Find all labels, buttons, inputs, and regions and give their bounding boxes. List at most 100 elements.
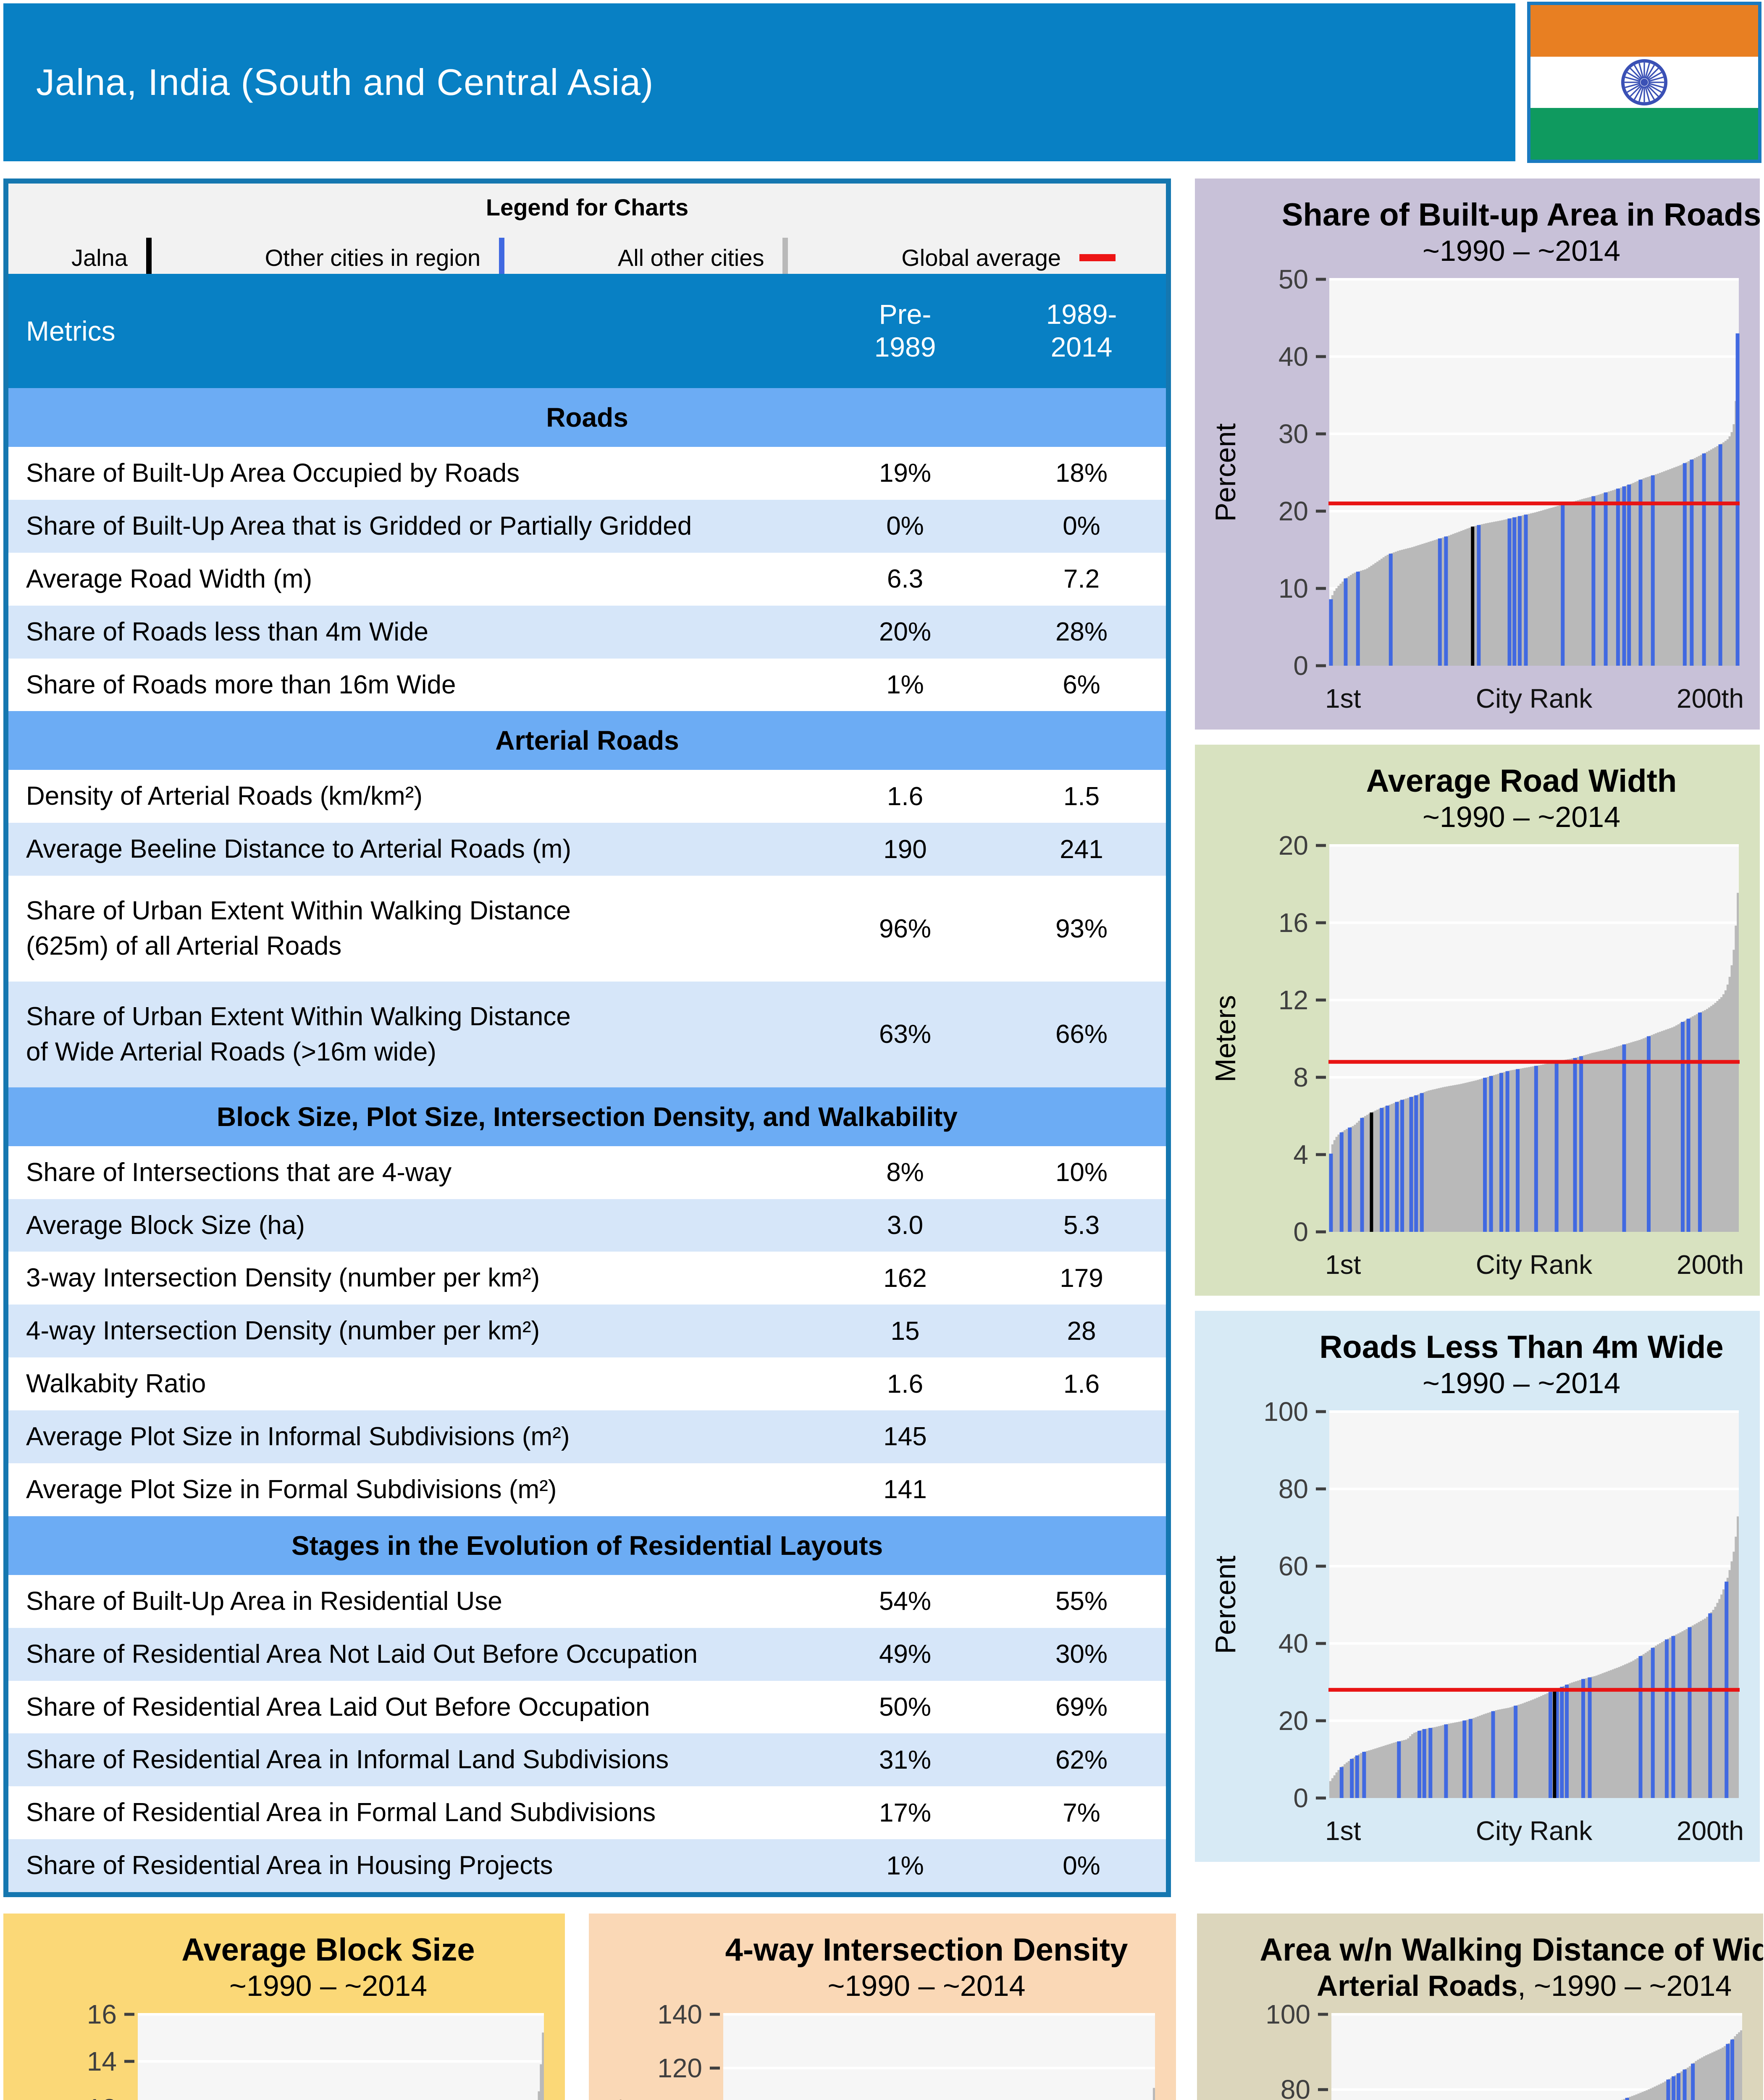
x-axis-label-left: 1st <box>1325 1250 1361 1280</box>
x-axis-label-right: 200th <box>1677 1250 1744 1280</box>
row-value-pre-1989: 17% <box>879 1798 932 1827</box>
table-row: Share of Residential Area Laid Out Befor… <box>8 1680 1166 1734</box>
y-tick-label: 8 <box>1293 1062 1308 1092</box>
chart-title: Share of Built-up Area in Roads <box>1282 197 1760 233</box>
legend-items: Jalna Other cities in region All other cit… <box>8 221 1166 277</box>
chart-title: Average Block Size <box>181 1932 475 1968</box>
table-row: Average Plot Size in Formal Subdivisions… <box>8 1463 1166 1516</box>
row-label: 4-way Intersection Density (number per k… <box>26 1316 540 1346</box>
ashoka-chakra-icon <box>1620 58 1669 107</box>
row-value-pre-1989: 63% <box>879 1020 932 1049</box>
row-value-1989-2014: 62% <box>1055 1745 1108 1774</box>
y-tick-label: 20 <box>1278 496 1308 526</box>
table-row: Share of Urban Extent Within Walking Dis… <box>8 876 1166 982</box>
chart-svg: Roads Less Than 4m Wide~1990 – ~2014 0 20 4… <box>1210 1329 1744 1846</box>
chart-subtitle: Arterial Roads, ~1990 – ~2014 <box>1317 1969 1732 2002</box>
x-axis-label-right: 200th <box>1677 1816 1744 1846</box>
y-tick-label: 14 <box>87 2046 117 2076</box>
metrics-panel: Legend for Charts Jalna Other cities in r… <box>3 178 1171 1897</box>
table-row: Average Road Width (m) 6.3 7.2 <box>8 552 1166 606</box>
y-tick-label: 80 <box>1281 2074 1310 2100</box>
distribution-area <box>1152 2088 1155 2100</box>
legend-item-label: Jalna <box>71 244 128 271</box>
legend-city-bar-icon <box>146 238 152 277</box>
y-tick-label: 4 <box>1293 1139 1308 1170</box>
x-axis-label-center: City Rank <box>1476 1816 1593 1846</box>
flag-saffron-band <box>1530 5 1758 57</box>
row-value-pre-1989: 31% <box>879 1745 932 1774</box>
right-chart-column: Share of Built-up Area in Roads ~1990 – ~… <box>1195 178 1760 1862</box>
row-value-pre-1989: 20% <box>879 617 932 647</box>
row-value-1989-2014: 28 <box>1067 1316 1096 1346</box>
chart-svg: 4-way Intersection Density~1990 – ~20140… <box>604 1932 1155 2100</box>
chart-subtitle: ~1990 – ~2014 <box>229 1969 427 2002</box>
row-value-1989-2014: 7% <box>1063 1798 1100 1827</box>
table-row: Share of Roads less than 4m Wide 20% 28% <box>8 605 1166 659</box>
row-label: Share of Residential Area in Formal Land… <box>26 1798 656 1827</box>
row-label: Share of Residential Area in Housing Pro… <box>26 1851 553 1880</box>
row-value-pre-1989: 19% <box>879 459 932 488</box>
chart-panel-average-road-width: Average Road Width ~1990 – ~2014 0 4 8 12 16 20… <box>1195 745 1760 1296</box>
row-label: Share of Built-Up Area Occupied by Roads <box>26 459 520 488</box>
y-tick-label: 16 <box>87 1999 117 2029</box>
row-label: 3-way Intersection Density (number per k… <box>26 1263 540 1293</box>
y-axis-label: Percent <box>1210 423 1242 522</box>
row-value-pre-1989: 15 <box>890 1316 920 1346</box>
chart-svg: Area w/n Walking Distance of WideArteria… <box>1260 1932 1763 2100</box>
table-row: Share of Roads more than 16m Wide 1% 6% <box>8 658 1166 711</box>
row-value-pre-1989: 50% <box>879 1692 932 1722</box>
row-value-pre-1989: 96% <box>879 914 932 943</box>
chart-panel-roads-less-than-4m-wide: Roads Less Than 4m Wide ~1990 – ~2014 0 20 4… <box>1195 1311 1760 1862</box>
legend-global-average-line-icon <box>1079 254 1116 261</box>
chart-title: Area w/n Walking Distance of Wide <box>1260 1932 1763 1968</box>
row-value-1989-2014: 55% <box>1055 1587 1108 1616</box>
legend-item-global-average: Global average <box>901 244 1116 271</box>
row-value-pre-1989: 3.0 <box>887 1210 924 1240</box>
row-value-1989-2014: 93% <box>1055 914 1108 943</box>
distribution-area <box>1621 2030 1742 2100</box>
row-value-1989-2014: 5.3 <box>1063 1210 1100 1240</box>
header-bar: Jalna, India (South and Central Asia) <box>3 3 1515 161</box>
flag-white-band <box>1530 56 1758 108</box>
row-value-1989-2014: 69% <box>1055 1692 1108 1722</box>
row-label: Share of Roads less than 4m Wide <box>26 617 429 646</box>
legend-box: Legend for Charts Jalna Other cities in r… <box>8 184 1166 277</box>
bottom-chart-row: Average Block Size~1990 – ~2014024681012… <box>3 1914 1763 2100</box>
table-row: Average Beeline Distance to Arterial Roa… <box>8 823 1166 876</box>
distribution-area <box>1329 361 1739 666</box>
y-tick-label: 0 <box>1293 1217 1308 1247</box>
table-row: Share of Built-Up Area that is Gridded o… <box>8 499 1166 553</box>
row-label: Share of Built-Up Area in Residential Us… <box>26 1586 502 1616</box>
chart-subtitle: ~1990 – ~2014 <box>1423 234 1620 267</box>
y-axis-label: Meters <box>1210 995 1242 1082</box>
chart-svg: Average Road Width~1990 – ~2014 0 4 8 12 16 20… <box>1210 763 1744 1280</box>
table-row: Share of Residential Area Not Laid Out B… <box>8 1628 1166 1681</box>
section-header: Arterial Roads <box>8 711 1166 770</box>
row-value-pre-1989: 1% <box>886 670 924 699</box>
chart-svg: Average Block Size~1990 – ~2014024681012… <box>87 1932 544 2100</box>
row-value-1989-2014: 179 <box>1060 1263 1103 1293</box>
distribution-area <box>1329 1516 1739 1798</box>
y-tick-label: 0 <box>1293 651 1308 681</box>
distribution-area <box>538 2032 544 2100</box>
y-tick-label: 60 <box>1278 1551 1308 1581</box>
y-tick-label: 120 <box>657 2053 702 2083</box>
row-label: Density of Arterial Roads (km/km²) <box>26 782 423 811</box>
row-value-pre-1989: 6.3 <box>887 564 924 594</box>
row-value-1989-2014: 241 <box>1060 835 1103 864</box>
row-value-1989-2014: 6% <box>1063 670 1100 699</box>
row-value-pre-1989: 49% <box>879 1640 932 1669</box>
table-row: Share of Residential Area in Informal La… <box>8 1733 1166 1787</box>
chart-panel-4-way-intersection-density: 4-way Intersection Density~1990 – ~20140… <box>589 1914 1176 2100</box>
y-tick-label: 30 <box>1278 419 1308 449</box>
table-row: Average Block Size (ha) 3.0 5.3 <box>8 1199 1166 1252</box>
legend-item-other-cities-in-region: Other cities in region <box>265 238 505 277</box>
chart-subtitle: ~1990 – ~2014 <box>827 1969 1025 2002</box>
row-label: Average Plot Size in Informal Subdivisio… <box>26 1422 570 1452</box>
chart-subtitle: ~1990 – ~2014 <box>1423 1367 1620 1399</box>
row-value-pre-1989: 54% <box>879 1587 932 1616</box>
row-value-1989-2014: 0% <box>1063 512 1100 541</box>
pre-1989-column-header-line1: Pre- <box>879 299 932 330</box>
row-label: Share of Residential Area in Informal La… <box>26 1745 669 1774</box>
row-value-1989-2014: 7.2 <box>1063 564 1100 594</box>
